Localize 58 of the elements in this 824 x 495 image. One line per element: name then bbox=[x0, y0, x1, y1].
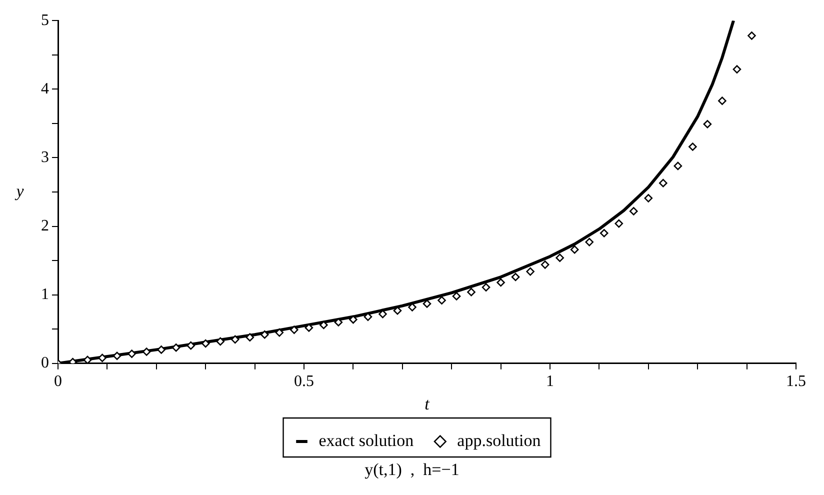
point bbox=[452, 292, 461, 300]
point bbox=[748, 32, 756, 40]
point bbox=[688, 142, 697, 151]
point bbox=[732, 65, 742, 74]
point bbox=[467, 288, 476, 296]
y-tick-label: 4 bbox=[41, 80, 49, 98]
x-tick-label: 0 bbox=[54, 373, 62, 390]
point bbox=[275, 328, 284, 337]
point bbox=[540, 260, 550, 269]
point bbox=[349, 315, 358, 324]
x-tick-label: 0.5 bbox=[294, 373, 314, 390]
point bbox=[334, 318, 343, 326]
y-tick-label: 3 bbox=[41, 148, 49, 166]
point bbox=[526, 267, 534, 276]
point bbox=[216, 337, 225, 346]
point bbox=[230, 335, 240, 344]
x-tick-label: 1 bbox=[546, 373, 554, 390]
point bbox=[585, 238, 594, 246]
point bbox=[112, 352, 122, 360]
point bbox=[703, 120, 712, 128]
text: y(t,1) , h=−1 bbox=[364, 460, 460, 480]
point bbox=[482, 283, 490, 292]
point bbox=[511, 272, 520, 282]
point bbox=[422, 300, 432, 308]
point bbox=[718, 96, 726, 105]
legend-label: app.solution bbox=[457, 430, 542, 450]
point bbox=[644, 194, 653, 202]
point bbox=[496, 278, 505, 287]
point bbox=[304, 324, 314, 332]
point bbox=[157, 346, 166, 354]
y-tick-label: 5 bbox=[41, 12, 49, 29]
point bbox=[186, 341, 195, 350]
point bbox=[674, 162, 682, 170]
point bbox=[201, 339, 210, 348]
legend-label: exact solution bbox=[318, 430, 414, 450]
point bbox=[98, 354, 106, 362]
point bbox=[83, 356, 92, 364]
x-axis-title: t bbox=[424, 394, 431, 414]
y-tick-label: 2 bbox=[41, 217, 49, 234]
point bbox=[600, 228, 608, 238]
y-tick-label: 0 bbox=[41, 354, 49, 372]
point bbox=[260, 330, 269, 339]
point bbox=[408, 303, 416, 312]
y-axis-title: y bbox=[14, 181, 24, 200]
point bbox=[320, 320, 328, 330]
point bbox=[556, 254, 564, 262]
point bbox=[438, 296, 446, 304]
point bbox=[142, 348, 151, 356]
point bbox=[570, 245, 579, 254]
x-tick-label: 1.5 bbox=[786, 373, 806, 390]
y-tick-label: 1 bbox=[41, 286, 49, 304]
point bbox=[629, 207, 638, 216]
point bbox=[172, 343, 180, 352]
point bbox=[246, 333, 254, 342]
point bbox=[659, 178, 668, 188]
point bbox=[614, 219, 624, 228]
point bbox=[290, 326, 298, 334]
point bbox=[128, 350, 136, 358]
